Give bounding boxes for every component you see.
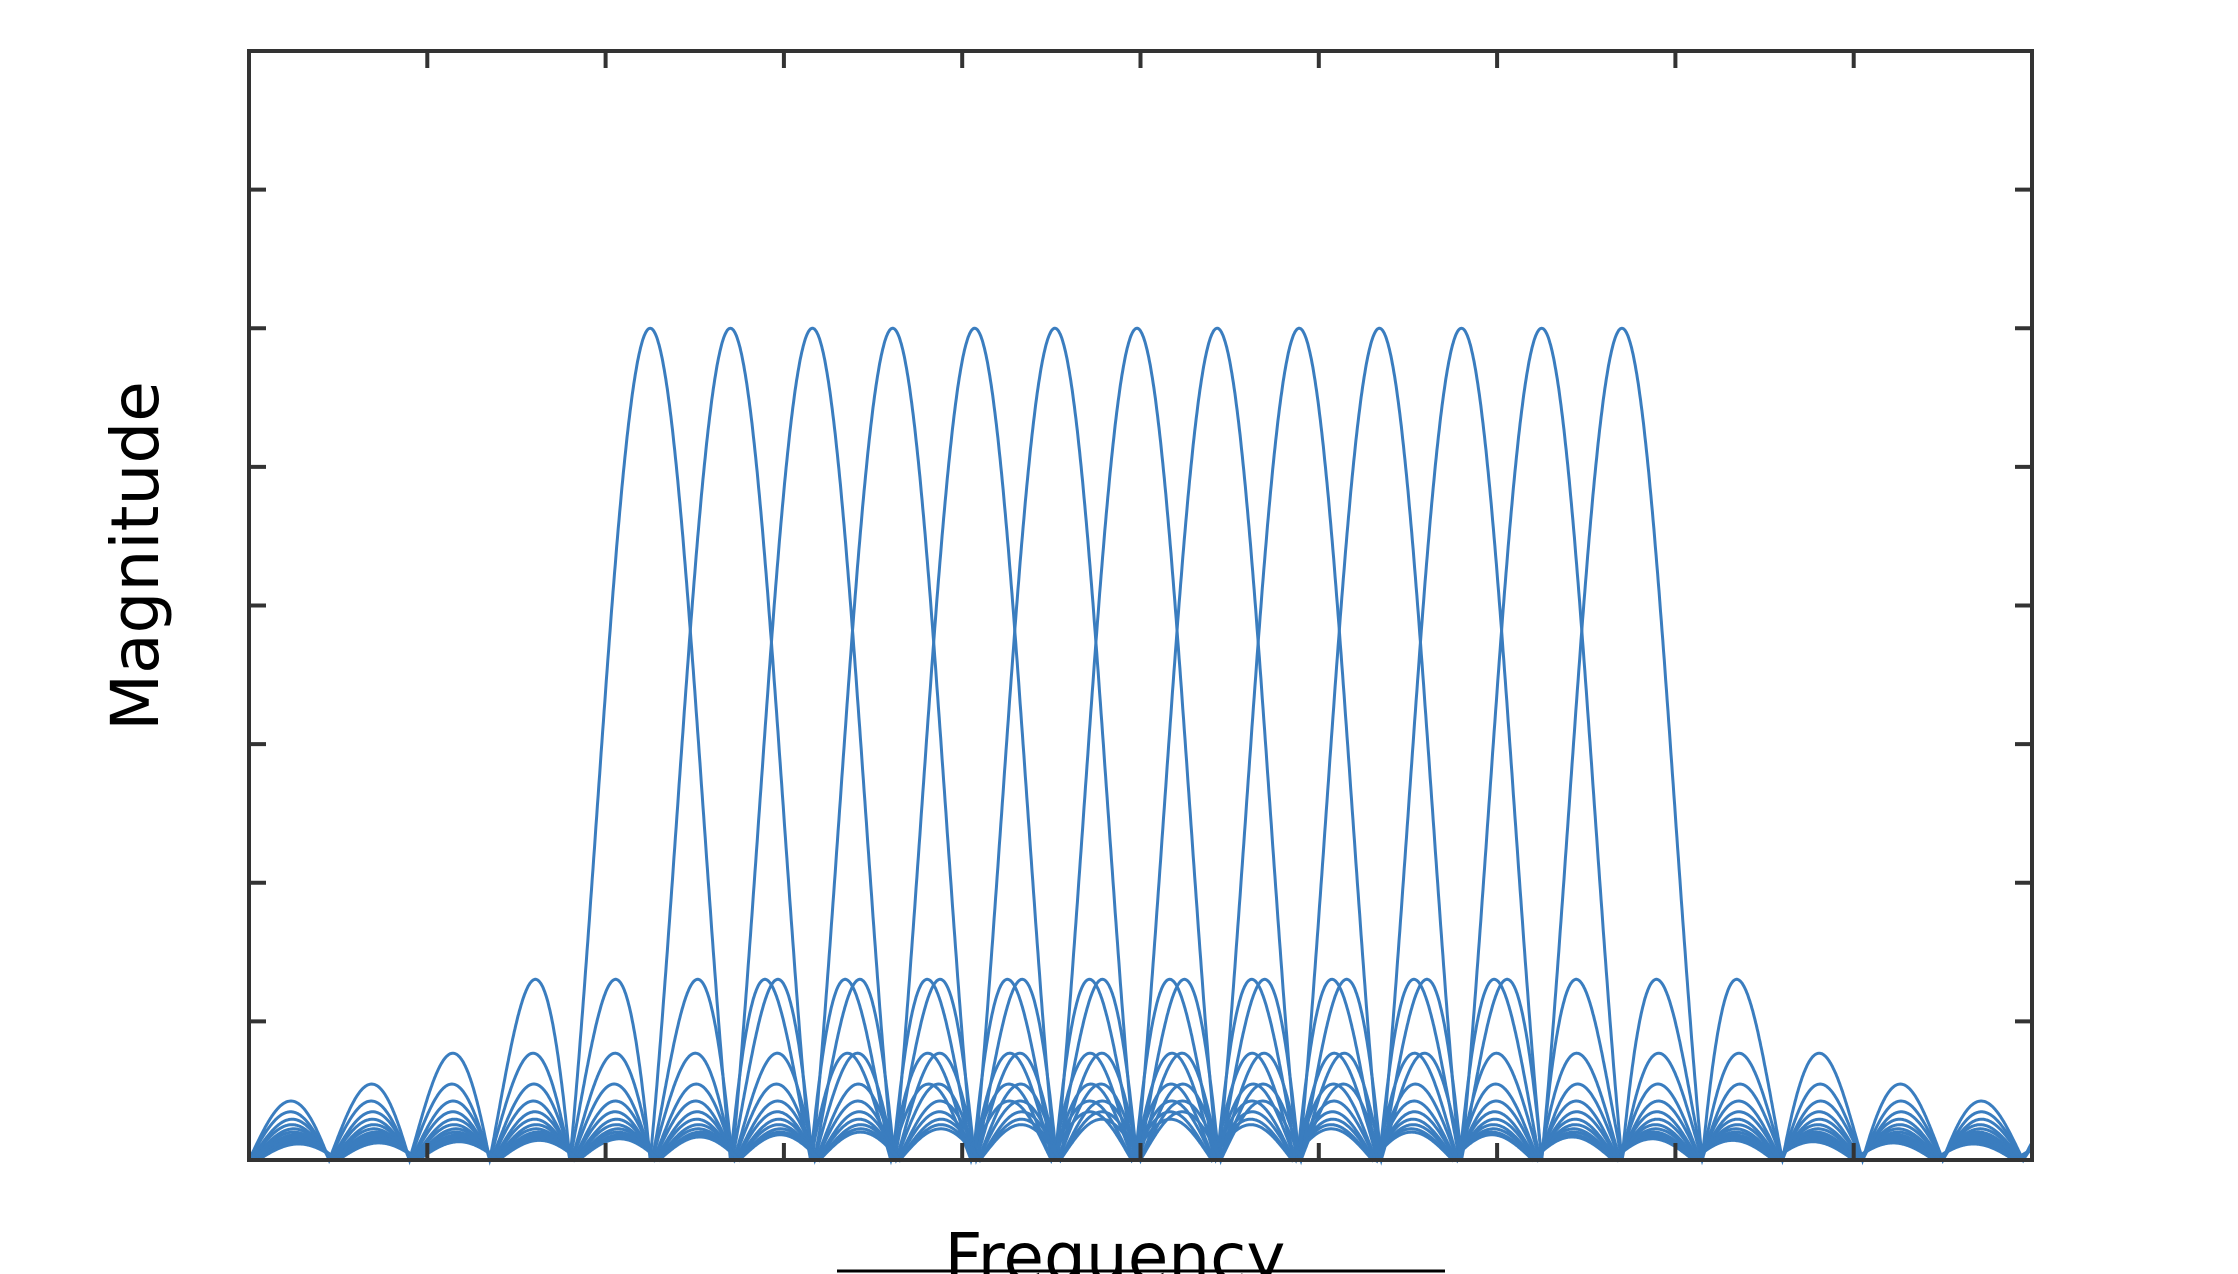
subcarrier-curve xyxy=(247,326,2033,1166)
subcarrier-curve xyxy=(248,326,2034,1166)
subcarrier-curve xyxy=(247,326,2033,1164)
subcarrier-curve xyxy=(248,326,2034,1163)
subcarrier-curve xyxy=(247,326,2033,1166)
subcarrier-curve xyxy=(247,326,2033,1163)
plot-frame xyxy=(247,49,2034,1162)
y-axis-label: Magnitude xyxy=(97,381,174,731)
subcarrier-curve xyxy=(247,326,2033,1163)
subcarrier-curve xyxy=(247,326,2033,1164)
subcarrier-curve xyxy=(247,326,2033,1166)
subcarrier-curve xyxy=(248,326,2034,1166)
subcarrier-curve xyxy=(247,326,2033,1166)
x-axis-label: Frequency xyxy=(945,1219,1286,1274)
subcarrier-curve xyxy=(248,326,2034,1166)
subcarrier-curve xyxy=(248,326,2034,1163)
